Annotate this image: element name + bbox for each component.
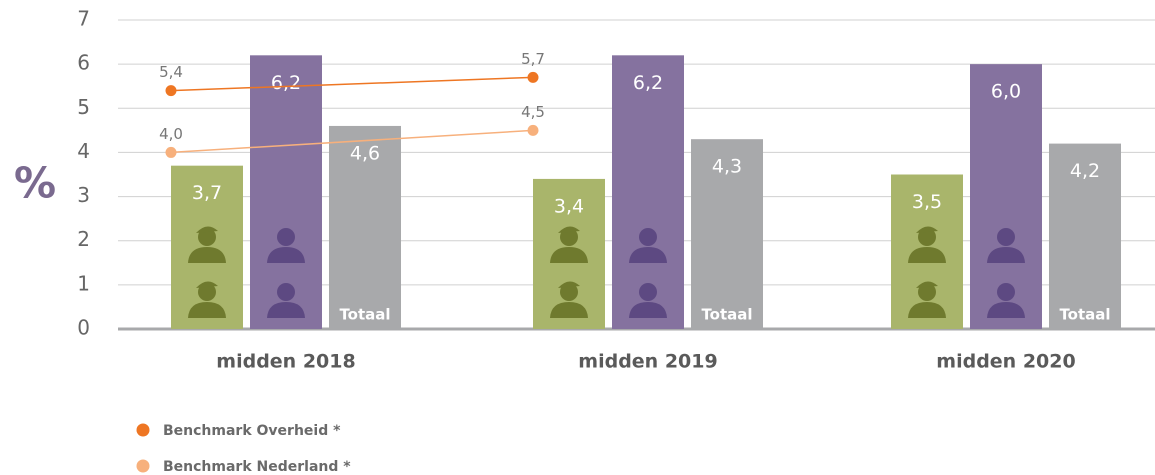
- y-tick-label: 3: [77, 183, 90, 207]
- icon: [277, 283, 295, 301]
- bar-name: Totaal: [339, 306, 390, 324]
- y-tick-label: 0: [77, 316, 90, 340]
- bar-name: Totaal: [1059, 306, 1110, 324]
- value-label: 4,2: [1070, 160, 1100, 182]
- benchmark-point: [527, 124, 539, 136]
- icon: [188, 247, 226, 263]
- icon: [639, 283, 657, 301]
- legend-marker: [136, 459, 150, 473]
- value-label: 4,6: [350, 142, 380, 164]
- icon: [918, 228, 936, 246]
- benchmark-point: [165, 85, 177, 97]
- value-label: 6,2: [271, 72, 301, 94]
- icon: [908, 247, 946, 263]
- benchmark-line: [170, 76, 534, 92]
- legend-marker: [136, 423, 150, 437]
- bar-name: Totaal: [701, 306, 752, 324]
- icon: [558, 226, 580, 233]
- value-label: 6,0: [991, 81, 1021, 103]
- icon: [267, 247, 305, 263]
- icon: [560, 228, 578, 246]
- benchmark-label: 5,4: [159, 63, 183, 81]
- icon: [997, 283, 1015, 301]
- icon: [916, 226, 938, 233]
- icon: [196, 281, 218, 288]
- icon: [198, 228, 216, 246]
- y-tick-label: 7: [77, 7, 90, 31]
- benchmark-line: [170, 129, 534, 154]
- icon: [987, 302, 1025, 318]
- x-tick-label: midden 2019: [578, 351, 717, 373]
- icon: [908, 302, 946, 318]
- benchmark-label: 4,0: [159, 125, 183, 143]
- benchmark-point: [165, 146, 177, 158]
- icon: [188, 302, 226, 318]
- icon: [550, 302, 588, 318]
- icon: [277, 228, 295, 246]
- y-tick-label: 5: [77, 95, 90, 119]
- benchmark-label: 5,7: [521, 50, 545, 68]
- icon: [267, 302, 305, 318]
- icon: [558, 281, 580, 288]
- icon: [560, 283, 578, 301]
- icon: [916, 281, 938, 288]
- icon: [639, 228, 657, 246]
- x-tick-label: midden 2020: [936, 351, 1075, 373]
- icon: [997, 228, 1015, 246]
- bar: [1049, 143, 1121, 329]
- x-tick-label: midden 2018: [216, 351, 355, 373]
- y-tick-label: 2: [77, 227, 90, 251]
- legend-label: Benchmark Overheid *: [163, 423, 341, 439]
- bar: [329, 125, 401, 329]
- y-tick-label: 4: [77, 139, 90, 163]
- icon: [629, 302, 667, 318]
- value-label: 3,5: [912, 191, 942, 213]
- value-label: 3,4: [554, 195, 584, 217]
- value-label: 4,3: [712, 156, 742, 178]
- icon: [198, 283, 216, 301]
- value-label: 6,2: [633, 72, 663, 94]
- icon: [550, 247, 588, 263]
- icon: [196, 226, 218, 233]
- benchmark-point: [527, 71, 539, 83]
- y-tick-label: 1: [77, 271, 90, 295]
- benchmark-label: 4,5: [521, 103, 545, 121]
- y-axis-label: %: [14, 159, 56, 208]
- legend-label: Benchmark Nederland *: [163, 459, 351, 475]
- value-label: 3,7: [192, 182, 222, 204]
- y-tick-label: 6: [77, 51, 90, 75]
- icon: [918, 283, 936, 301]
- bar: [691, 139, 763, 329]
- icon: [987, 247, 1025, 263]
- icon: [629, 247, 667, 263]
